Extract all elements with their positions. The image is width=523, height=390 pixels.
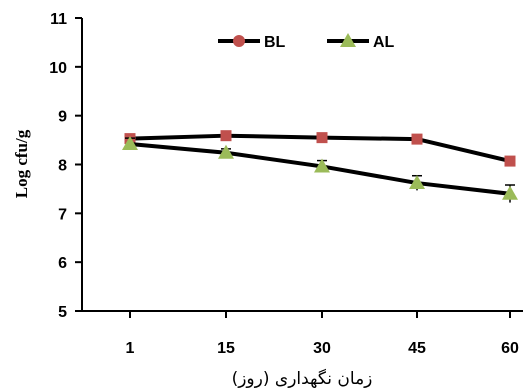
- x-tick-label: 45: [408, 340, 426, 357]
- data-point-bl: [220, 130, 232, 142]
- data-point-bl: [504, 155, 516, 167]
- data-point-al: [409, 175, 425, 190]
- series-al: [122, 135, 518, 203]
- y-tick-label: 8: [58, 158, 67, 175]
- data-point-al: [218, 144, 234, 159]
- x-tick-label: 1: [126, 340, 135, 357]
- legend-label-al: AL: [373, 34, 395, 51]
- legend-item-al: AL: [327, 33, 395, 51]
- y-axis-label: Log cfu/g: [12, 129, 31, 198]
- y-ticks: 5 6 7 8 9 10 11: [49, 11, 82, 321]
- series-layer: [122, 130, 518, 203]
- data-point-al: [314, 158, 330, 173]
- legend-marker-bl: [233, 35, 245, 47]
- legend: BL AL: [218, 33, 395, 51]
- y-tick-label: 6: [58, 255, 67, 272]
- x-tick-label: 30: [313, 340, 331, 357]
- x-ticks: 1 15 30 45 60: [126, 311, 519, 357]
- legend-marker-al: [340, 33, 356, 47]
- data-point-bl: [316, 132, 328, 144]
- x-tick-label: 60: [501, 340, 519, 357]
- legend-item-bl: BL: [218, 34, 286, 51]
- data-point-al: [122, 135, 138, 150]
- y-tick-label: 9: [58, 109, 67, 126]
- y-tick-label: 10: [49, 60, 67, 77]
- data-point-al: [502, 185, 518, 200]
- x-axis-label: زمان نگهداری (روز): [232, 368, 373, 389]
- y-tick-label: 7: [58, 206, 67, 223]
- y-tick-label: 11: [50, 11, 67, 28]
- legend-label-bl: BL: [264, 34, 286, 51]
- y-tick-label: 5: [58, 304, 67, 321]
- x-tick-label: 15: [217, 340, 235, 357]
- data-point-bl: [411, 133, 423, 145]
- series-bl: [124, 130, 516, 167]
- plot-area: 5 6 7 8 9 10 11 1 15 30 45 60: [49, 11, 523, 357]
